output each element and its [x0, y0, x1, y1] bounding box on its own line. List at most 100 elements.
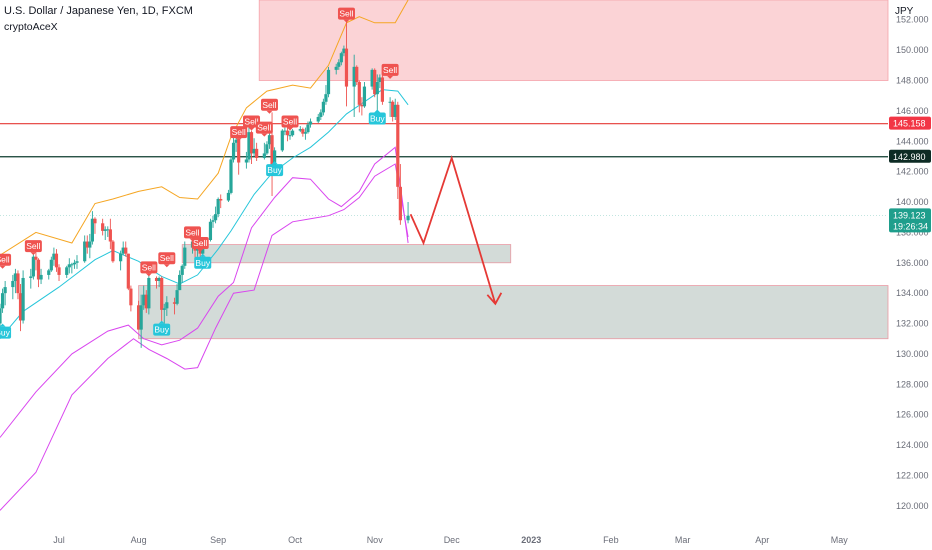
sell-signal: Sell — [281, 115, 299, 131]
candle-body — [93, 218, 97, 224]
candle — [324, 85, 328, 105]
candle-body — [319, 112, 323, 117]
candle — [319, 109, 323, 120]
signal-label: Buy — [195, 258, 210, 268]
candle — [36, 258, 41, 288]
signal-badge — [381, 63, 399, 76]
candle-body — [237, 139, 241, 163]
candle-body — [178, 274, 182, 291]
candle-body — [129, 288, 133, 306]
candle-body — [324, 94, 328, 102]
candle-body — [360, 104, 364, 107]
buy-signal: Buy — [266, 161, 284, 177]
candle-body — [216, 198, 220, 215]
candle-body — [393, 104, 397, 117]
sell-signal: Sell — [158, 252, 176, 268]
candle — [357, 80, 361, 113]
candle-body — [172, 302, 177, 304]
candle — [244, 151, 248, 169]
candle — [29, 268, 33, 289]
signal-badge — [24, 240, 42, 253]
signal-pointer — [30, 252, 37, 256]
candle-body — [121, 247, 125, 254]
candle-body — [47, 270, 51, 275]
candle — [165, 296, 169, 316]
candle-body — [139, 305, 143, 330]
candle-body — [249, 132, 254, 154]
candle-body — [362, 86, 367, 107]
candle — [34, 252, 38, 271]
candle-body — [244, 159, 248, 163]
y-axis[interactable]: 152.000 150.000 148.000 146.000 144.000 142.0… — [896, 15, 929, 511]
buy-signal: Buy — [0, 323, 12, 339]
candle-body — [290, 130, 295, 136]
candle — [280, 129, 284, 152]
candle — [67, 258, 71, 274]
signal-pointer — [197, 249, 204, 253]
candle — [303, 127, 308, 140]
signal-badge — [281, 115, 299, 128]
candle-body — [280, 130, 284, 151]
candle-body — [373, 69, 377, 95]
candle — [54, 249, 59, 272]
horizontal-lines-layer — [0, 123, 888, 216]
candle — [255, 142, 259, 162]
candle-body — [265, 144, 269, 154]
y-tick-label: 130.000 — [896, 349, 929, 359]
candle-body — [406, 215, 410, 221]
candle — [111, 239, 115, 263]
candle-body — [72, 262, 77, 265]
candle — [339, 51, 343, 66]
candle — [219, 194, 223, 209]
candle — [380, 72, 385, 105]
signal-pointer — [0, 323, 6, 327]
y-tick-label: 136.000 — [896, 258, 929, 268]
signal-label: Sell — [383, 65, 397, 75]
lower-band-inner-line — [0, 146, 409, 438]
candle — [18, 284, 23, 332]
candle — [129, 285, 133, 312]
y-tick-label: 148.000 — [896, 76, 929, 86]
candle — [178, 270, 182, 291]
x-tick-label: Feb — [603, 535, 619, 545]
candle-body — [357, 82, 361, 105]
candle — [321, 98, 325, 116]
x-tick-label: Oct — [288, 535, 303, 545]
candle — [316, 113, 320, 124]
candle-body — [378, 77, 382, 83]
signal-pointer — [248, 127, 255, 131]
x-tick-label: Nov — [367, 535, 384, 545]
signal-label: Sell — [26, 241, 40, 251]
candle — [144, 290, 148, 313]
y-tick-label: 120.000 — [896, 501, 929, 511]
candle-body — [213, 214, 218, 221]
candle-body — [183, 247, 187, 266]
candle — [70, 262, 74, 274]
candle — [352, 54, 356, 117]
signal-pointer — [145, 273, 152, 277]
candle — [216, 197, 220, 218]
candle — [119, 250, 123, 271]
candle — [147, 270, 151, 315]
signal-badge — [255, 121, 273, 134]
signal-badge — [0, 326, 12, 339]
candle-body — [39, 274, 43, 280]
sell-signal: Sell — [230, 126, 248, 142]
candle-body — [255, 148, 259, 158]
x-axis[interactable]: Jul Aug Sep Oct Nov Dec 2023 Feb Mar Apr May — [53, 535, 848, 545]
candle-body — [273, 150, 277, 166]
candle-body — [352, 66, 356, 87]
candle — [175, 284, 179, 306]
candle — [39, 268, 43, 285]
projection-path — [409, 155, 497, 305]
candle — [213, 206, 218, 224]
candle — [103, 226, 107, 240]
signal-pointer — [0, 265, 6, 269]
signal-badge — [153, 323, 171, 336]
candle-body — [157, 277, 161, 282]
y-tick-label: 134.000 — [896, 288, 929, 298]
candle-body — [83, 241, 87, 262]
candle — [101, 218, 105, 236]
